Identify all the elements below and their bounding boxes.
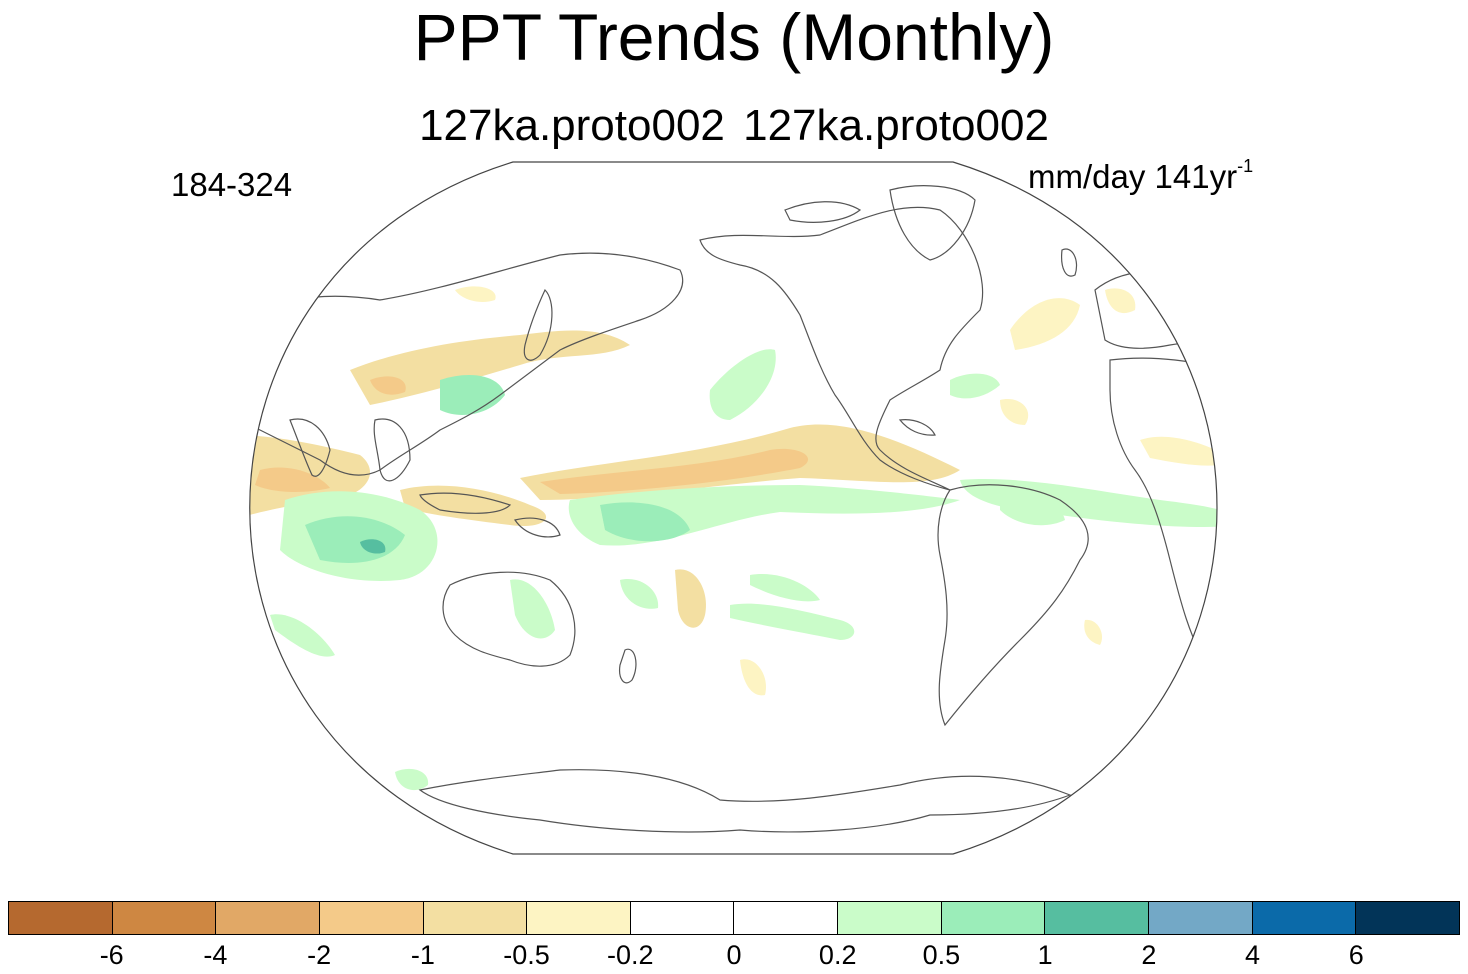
colorbar-cell [527, 902, 631, 934]
units-label: mm/day 141yr-1 [1028, 156, 1254, 196]
drying-region-tropical-atlantic [1000, 399, 1029, 425]
colorbar-cell [1356, 902, 1459, 934]
coastlines [233, 185, 1217, 833]
colorbar-cell [112, 902, 217, 934]
map-title: PPT Trends (Monthly) [413, 0, 1055, 74]
coastline-indonesia [419, 492, 512, 514]
colorbar-cell [423, 902, 528, 934]
colorbar-tick-label: -6 [99, 940, 124, 970]
map-subtitle: 127ka.proto002 127ka.proto002 [419, 101, 1049, 150]
wetting-region-south-america [1000, 493, 1065, 526]
drying-regions [249, 286, 1217, 696]
drying-region-maritime-continent [400, 485, 547, 526]
coastline-new-guinea [514, 517, 561, 538]
drying-region-south-pacific [675, 569, 706, 628]
units-base: mm/day 141yr [1028, 158, 1238, 195]
drying-region-north-atlantic [1010, 298, 1080, 350]
drying-region-west-africa [1140, 436, 1217, 466]
globe-outline [249, 161, 1218, 855]
drying-region-arabian-sea [255, 467, 330, 492]
drying-region-north-pacific [455, 286, 496, 302]
colorbar-cell [1045, 902, 1150, 934]
drying-region-east-asia [350, 330, 630, 405]
units-exponent: -1 [1237, 156, 1254, 176]
coastline-north-america [699, 206, 984, 491]
colorbar-cell [941, 902, 1046, 934]
wetting-region-north-america-east [950, 373, 1000, 399]
drying-region-south-indian [249, 677, 265, 695]
drying-region-equatorial-core [540, 448, 809, 494]
wetting-region-tropical-atlantic [960, 479, 1217, 527]
drying-region-south-atlantic [1084, 619, 1103, 645]
coastline-australia [442, 571, 576, 667]
wetting-region-east-asia [440, 375, 505, 415]
drying-region-sahara [1105, 288, 1136, 314]
drying-region-southeast-pacific [740, 659, 766, 696]
colorbar-cell [319, 902, 424, 934]
wetting-region-north-pacific [709, 349, 776, 420]
wetting-region-south-indian [270, 614, 335, 657]
colorbar-tick-label: -2 [307, 940, 332, 970]
wetting-region-southeast-pacific [750, 574, 820, 602]
wetting-region-pacific-center [620, 579, 659, 609]
coastline-greenland [889, 185, 976, 261]
colorbar-tick-label: -4 [203, 940, 228, 970]
wetting-region-australia [510, 579, 555, 639]
coastline-south-america [937, 484, 1089, 727]
coastline-arctic-islands [784, 201, 862, 223]
colorbar-tick-label: 1 [1037, 940, 1053, 970]
colorbar-tick-label: 2 [1141, 940, 1157, 970]
coastline-japan [523, 288, 553, 361]
colorbar-cell [838, 902, 942, 934]
coastline-asia [249, 252, 684, 476]
colorbar-cell [1149, 902, 1253, 934]
colorbar-tick-label: 4 [1245, 940, 1261, 970]
wetting-region-indian-ocean-peak [360, 539, 386, 554]
colorbar-tick-label: -0.2 [607, 940, 654, 970]
coastline-uk [1061, 248, 1078, 277]
years-label: 184-324 [171, 166, 293, 203]
colorbar-cell [1252, 902, 1357, 934]
colorbar-cell [216, 902, 320, 934]
coastline-madagascar [233, 564, 247, 608]
coastline-new-zealand [619, 648, 637, 684]
wetting-region-south-pacific-band [730, 603, 855, 640]
drying-region-east-asia-core [370, 376, 406, 395]
colorbar-tick-label: 6 [1348, 940, 1364, 970]
wetting-region-west-pacific-core [600, 502, 690, 542]
coastline-india [289, 418, 331, 477]
colorbar-tick-label: -0.5 [503, 940, 550, 970]
wetting-regions [270, 349, 1253, 791]
colorbar-tick-label: 0 [726, 940, 742, 970]
wetting-region-south-atlantic [1234, 634, 1253, 660]
precip-trend-field [233, 185, 1253, 833]
colorbar [8, 901, 1460, 935]
wetting-region-southern-ocean [1104, 767, 1127, 784]
colorbar-cell [630, 902, 735, 934]
colorbar-tick-label: 0.2 [818, 940, 857, 970]
drying-region-south-atlantic-east [1200, 675, 1217, 693]
colorbar-cell [9, 902, 113, 934]
coastline-southeast-asia [373, 418, 411, 482]
coastline-africa [1109, 357, 1217, 671]
colorbar-cell [734, 902, 839, 934]
colorbar-tick-label: 0.5 [922, 940, 961, 970]
coastline-antarctica [418, 769, 1072, 833]
colorbar-tick-label: -1 [410, 940, 435, 970]
wetting-region-antarctic-margin [395, 768, 429, 791]
coastline-caribbean [898, 419, 936, 436]
